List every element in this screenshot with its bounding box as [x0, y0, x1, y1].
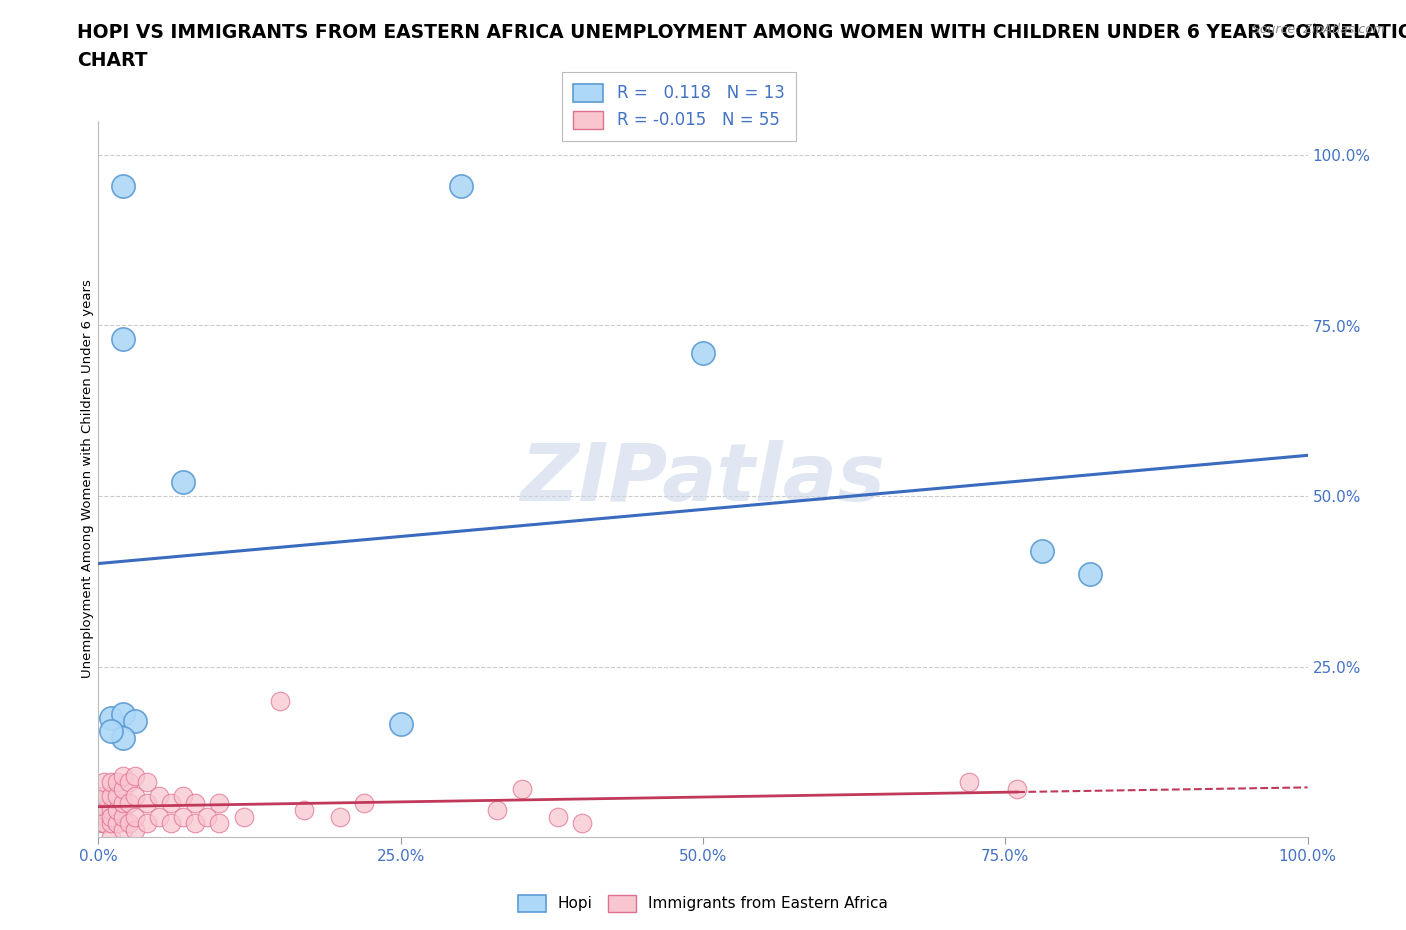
- Point: [100, 724, 122, 738]
- Point: [93, 789, 115, 804]
- Point: [100, 803, 122, 817]
- Point: [292, 803, 315, 817]
- Point: [160, 816, 183, 830]
- Point: [208, 795, 231, 810]
- Y-axis label: Unemployment Among Women with Children Under 6 years: Unemployment Among Women with Children U…: [80, 280, 94, 678]
- Point: [172, 809, 194, 824]
- Point: [111, 707, 134, 722]
- Point: [100, 830, 122, 844]
- Point: [232, 809, 254, 824]
- Point: [172, 475, 194, 490]
- Point: [160, 795, 183, 810]
- Point: [111, 179, 134, 193]
- Point: [111, 795, 134, 810]
- Point: [105, 789, 128, 804]
- Point: [148, 789, 170, 804]
- Point: [510, 782, 533, 797]
- Point: [195, 809, 218, 824]
- Point: [208, 816, 231, 830]
- Point: [135, 816, 157, 830]
- Point: [124, 713, 146, 728]
- Point: [269, 693, 291, 708]
- Point: [124, 789, 146, 804]
- Point: [111, 782, 134, 797]
- Point: [1078, 567, 1101, 582]
- Point: [100, 809, 122, 824]
- Point: [111, 731, 134, 746]
- Point: [87, 816, 110, 830]
- Text: HOPI VS IMMIGRANTS FROM EASTERN AFRICA UNEMPLOYMENT AMONG WOMEN WITH CHILDREN UN: HOPI VS IMMIGRANTS FROM EASTERN AFRICA U…: [77, 23, 1406, 42]
- Point: [100, 816, 122, 830]
- Point: [124, 809, 146, 824]
- Point: [118, 795, 141, 810]
- Point: [450, 179, 472, 193]
- Point: [124, 768, 146, 783]
- Point: [184, 816, 207, 830]
- Point: [957, 775, 980, 790]
- Point: [87, 803, 110, 817]
- Point: [135, 775, 157, 790]
- Point: [486, 803, 509, 817]
- Point: [353, 795, 375, 810]
- Point: [100, 711, 122, 725]
- Point: [93, 803, 115, 817]
- Point: [100, 789, 122, 804]
- Point: [111, 809, 134, 824]
- Point: [148, 809, 170, 824]
- Point: [93, 816, 115, 830]
- Point: [105, 803, 128, 817]
- Point: [111, 768, 134, 783]
- Text: CHART: CHART: [77, 51, 148, 70]
- Point: [100, 775, 122, 790]
- Point: [118, 775, 141, 790]
- Point: [105, 775, 128, 790]
- Point: [692, 345, 714, 360]
- Legend: R =   0.118   N = 13, R = -0.015   N = 55: R = 0.118 N = 13, R = -0.015 N = 55: [561, 72, 796, 141]
- Point: [172, 789, 194, 804]
- Point: [571, 816, 593, 830]
- Point: [124, 823, 146, 838]
- Legend: Hopi, Immigrants from Eastern Africa: Hopi, Immigrants from Eastern Africa: [512, 889, 894, 918]
- Point: [105, 816, 128, 830]
- Text: Source: ZipAtlas.com: Source: ZipAtlas.com: [1251, 23, 1385, 36]
- Point: [389, 717, 412, 732]
- Point: [547, 809, 569, 824]
- Point: [93, 775, 115, 790]
- Point: [111, 823, 134, 838]
- Point: [1031, 543, 1053, 558]
- Point: [118, 816, 141, 830]
- Point: [1007, 782, 1029, 797]
- Point: [111, 332, 134, 347]
- Text: ZIPatlas: ZIPatlas: [520, 440, 886, 518]
- Point: [135, 795, 157, 810]
- Point: [184, 795, 207, 810]
- Point: [93, 816, 115, 830]
- Point: [87, 789, 110, 804]
- Point: [329, 809, 352, 824]
